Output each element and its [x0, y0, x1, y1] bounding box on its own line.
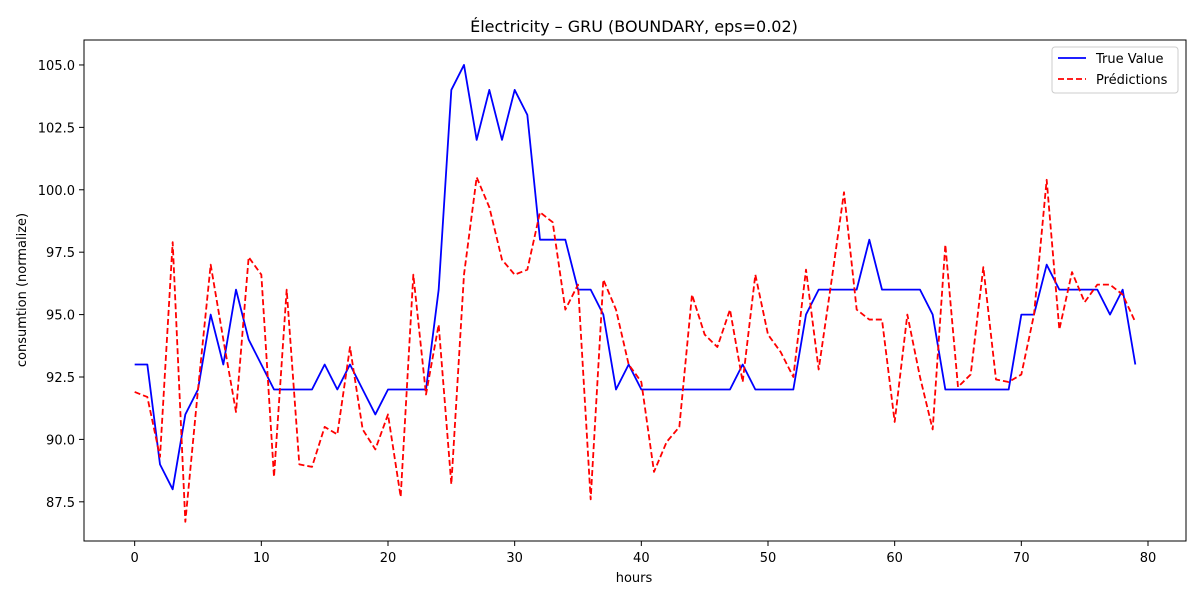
y-tick-label: 90.0: [46, 433, 75, 448]
y-axis: 87.5 90.0 92.5 95.0 97.5 100.0 102.5 105.0: [38, 59, 84, 511]
y-tick-label: 105.0: [38, 59, 75, 74]
y-tick-label: 97.5: [46, 246, 75, 261]
y-tick-label: 102.5: [38, 121, 75, 136]
legend-label-1: Prédictions: [1096, 73, 1168, 88]
x-tick-label: 30: [506, 551, 523, 566]
series-line-0: [134, 64, 1137, 491]
axes-frame: [83, 39, 1187, 542]
legend: True Value Prédictions: [1051, 46, 1179, 94]
x-tick-label: 50: [760, 551, 777, 566]
x-tick-label: 10: [253, 551, 270, 566]
y-tick-label: 87.5: [46, 496, 75, 511]
series-line-1: [134, 176, 1137, 523]
x-tick-label: 20: [380, 551, 397, 566]
x-tick-label: 70: [1013, 551, 1030, 566]
legend-label-0: True Value: [1095, 52, 1163, 67]
x-tick-label: 80: [1140, 551, 1157, 566]
y-tick-label: 92.5: [46, 371, 75, 386]
y-axis-label: consumtion (normalize): [15, 213, 30, 367]
x-tick-label: 0: [131, 551, 139, 566]
y-tick-label: 95.0: [46, 309, 75, 324]
x-axis: 0 10 20 30 40 50 60 70 80: [131, 541, 1157, 566]
chart-title: Électricity – GRU (BOUNDARY, eps=0.02): [470, 17, 798, 36]
x-tick-label: 40: [633, 551, 650, 566]
x-tick-label: 60: [886, 551, 903, 566]
x-axis-label: hours: [616, 571, 653, 586]
plot-area: [83, 39, 1187, 542]
y-tick-label: 100.0: [38, 184, 75, 199]
